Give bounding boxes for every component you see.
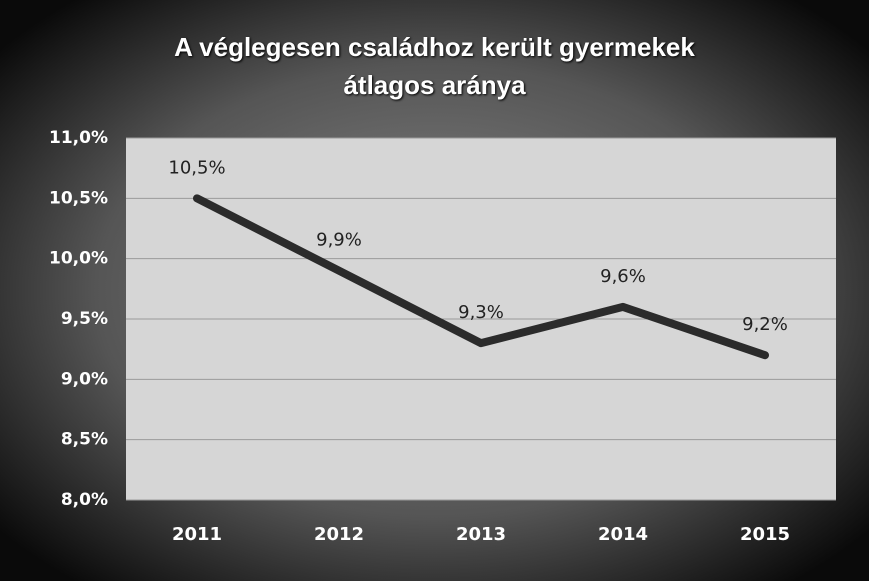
y-tick-label: 8,5% (61, 430, 108, 450)
data-label: 9,9% (316, 230, 362, 251)
y-tick-label: 9,5% (61, 309, 108, 329)
y-tick-label: 11,0% (49, 128, 108, 148)
y-tick-label: 10,0% (49, 249, 108, 269)
line (193, 194, 769, 360)
data-label: 10,5% (168, 157, 225, 178)
data-label: 9,6% (600, 266, 646, 287)
data-label: 9,3% (458, 302, 504, 323)
chart-title: A véglegesen családhoz került gyermekek … (174, 32, 695, 100)
y-tick-label: 9,0% (61, 369, 108, 389)
x-tick-label: 2013 (456, 524, 506, 545)
x-tick-label: 2012 (314, 524, 364, 545)
y-tick-label: 10,5% (49, 188, 108, 208)
x-tick-label: 2014 (598, 524, 648, 545)
x-tick-label: 2015 (740, 524, 790, 545)
data-label: 9,2% (742, 314, 788, 335)
x-tick-label: 2011 (172, 524, 222, 545)
y-tick-label: 8,0% (61, 490, 108, 510)
